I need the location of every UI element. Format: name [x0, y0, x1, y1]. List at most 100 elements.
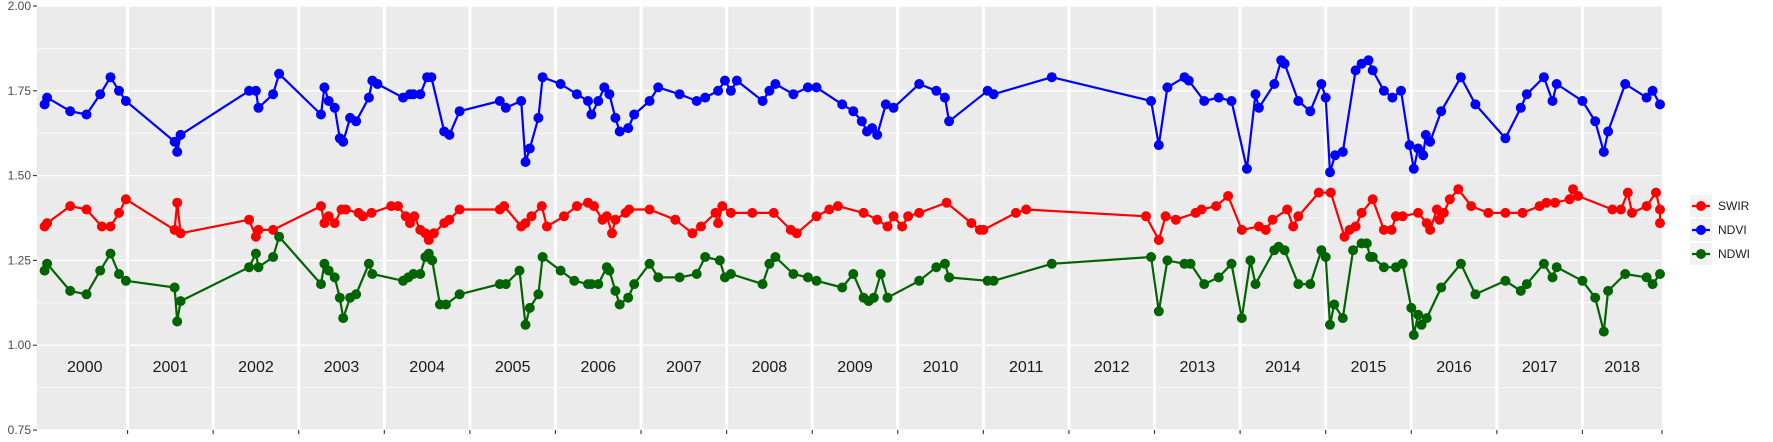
data-point-ndvi — [713, 85, 724, 96]
data-point-swir — [1160, 211, 1171, 222]
data-point-ndvi — [95, 89, 106, 100]
data-point-ndvi — [1547, 96, 1558, 106]
data-point-swir — [1573, 191, 1584, 201]
data-point-ndwi — [1348, 245, 1359, 256]
data-point-ndvi — [316, 109, 326, 120]
y-tick-label: 0.75 — [8, 423, 32, 437]
data-point-ndwi — [604, 265, 615, 276]
data-point-ndvi — [1293, 96, 1304, 106]
data-point-swir — [811, 211, 822, 222]
y-tick-label: 1.75 — [8, 84, 32, 98]
data-point-ndvi — [169, 136, 180, 147]
data-point-swir — [888, 211, 899, 222]
data-point-ndwi — [1293, 279, 1304, 290]
data-point-ndwi — [42, 258, 53, 269]
data-point-ndwi — [1279, 245, 1290, 256]
data-point-ndwi — [250, 248, 261, 259]
data-point-ndvi — [1213, 92, 1224, 103]
data-point-ndwi — [1213, 272, 1224, 283]
data-point-ndvi — [719, 75, 730, 86]
data-point-ndvi — [1521, 89, 1532, 100]
data-point-swir — [1170, 214, 1181, 225]
data-point-swir — [323, 211, 334, 222]
data-point-ndvi — [1325, 167, 1335, 178]
data-point-ndwi — [1436, 282, 1447, 293]
year-label: 2016 — [1436, 359, 1472, 376]
data-point-ndvi — [1455, 72, 1466, 83]
data-point-ndwi — [700, 252, 711, 262]
data-point-swir — [340, 204, 351, 215]
data-point-ndwi — [1655, 269, 1665, 279]
data-point-ndvi — [880, 99, 891, 110]
data-point-swir — [607, 228, 617, 239]
series-ndvi — [39, 55, 1665, 178]
data-point-ndwi — [931, 262, 942, 273]
data-point-ndwi — [323, 265, 334, 276]
data-point-swir — [499, 201, 510, 212]
data-point-ndwi — [169, 282, 180, 293]
data-point-swir — [1500, 207, 1511, 218]
data-point-swir — [1655, 218, 1665, 229]
series-swir — [39, 184, 1665, 245]
data-point-ndwi — [120, 275, 131, 286]
data-point-swir — [172, 197, 183, 208]
data-point-ndvi — [610, 112, 621, 123]
data-point-ndwi — [440, 299, 451, 310]
legend-key-point — [1696, 249, 1706, 259]
data-point-ndvi — [1408, 163, 1419, 174]
data-point-ndwi — [586, 279, 597, 290]
data-point-ndvi — [1418, 150, 1429, 161]
data-point-ndwi — [653, 272, 664, 283]
data-point-ndwi — [367, 269, 378, 279]
data-point-swir — [832, 201, 843, 212]
data-point-ndvi — [454, 106, 465, 117]
data-point-swir — [536, 201, 547, 212]
data-point-ndvi — [319, 82, 330, 93]
data-point-swir — [670, 214, 681, 225]
data-point-ndwi — [1337, 313, 1348, 324]
data-point-ndvi — [856, 116, 867, 127]
data-point-ndwi — [875, 269, 886, 279]
data-point-ndvi — [42, 92, 53, 103]
data-point-ndwi — [1470, 289, 1481, 300]
data-point-ndvi — [583, 96, 593, 106]
data-point-ndvi — [268, 89, 279, 100]
year-label: 2015 — [1351, 359, 1387, 376]
data-point-ndwi — [1046, 258, 1057, 269]
data-point-swir — [1655, 204, 1665, 215]
data-point-swir — [1622, 187, 1633, 198]
data-point-swir — [1568, 184, 1578, 195]
legend-label-ndvi: NDVI — [1718, 223, 1747, 237]
data-point-swir — [1010, 207, 1021, 218]
data-point-ndvi — [1425, 136, 1436, 147]
year-label: 2012 — [1094, 359, 1130, 376]
data-point-swir — [1397, 211, 1408, 222]
data-point-ndwi — [569, 275, 580, 286]
data-point-ndwi — [105, 248, 116, 259]
data-point-ndwi — [1620, 269, 1631, 279]
data-point-swir — [1651, 187, 1661, 198]
data-point-ndwi — [1538, 258, 1549, 269]
data-point-swir — [1325, 187, 1336, 198]
data-point-ndwi — [408, 269, 419, 279]
data-point-swir — [1425, 224, 1436, 235]
data-point-swir — [978, 224, 989, 235]
data-point-ndvi — [1279, 58, 1290, 69]
data-point-ndvi — [516, 96, 527, 106]
data-point-swir — [713, 218, 724, 229]
data-point-swir — [96, 221, 107, 232]
data-point-ndwi — [691, 269, 702, 279]
data-point-ndwi — [524, 302, 535, 313]
data-point-ndvi — [1153, 140, 1164, 151]
data-point-ndwi — [674, 272, 685, 283]
data-point-ndwi — [520, 319, 531, 330]
data-point-ndvi — [1320, 92, 1331, 103]
year-label: 2001 — [153, 359, 189, 376]
data-point-swir — [357, 211, 368, 222]
data-point-swir — [1438, 207, 1449, 218]
data-point-ndwi — [329, 272, 340, 283]
data-point-ndwi — [714, 255, 725, 266]
data-point-swir — [253, 224, 264, 235]
legend-label-ndwi: NDWI — [1718, 247, 1750, 261]
data-point-ndvi — [1253, 102, 1264, 113]
